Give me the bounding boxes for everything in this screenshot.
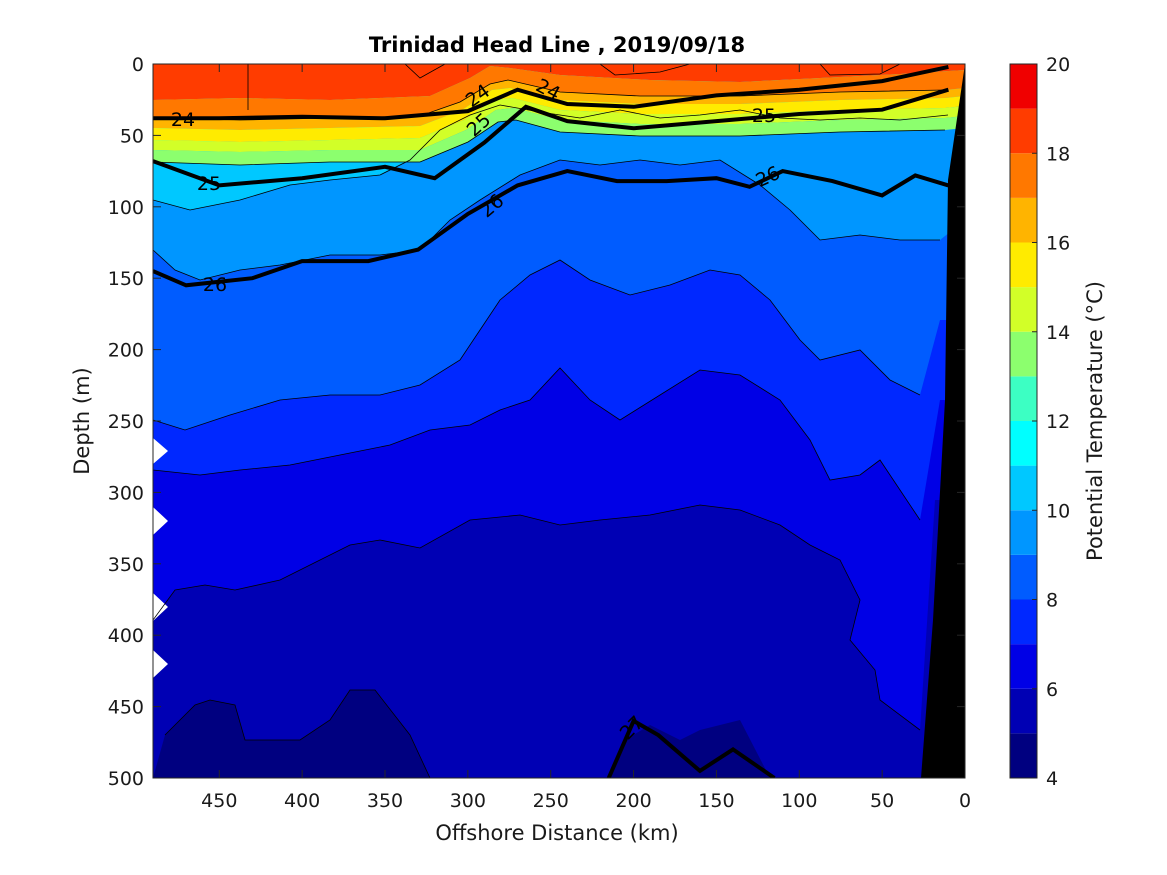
isopycnal-24 — [153, 64, 949, 121]
isopycnal-27 — [606, 718, 776, 778]
notch — [153, 507, 168, 535]
contour-label: 25 — [197, 173, 221, 195]
y-axis-label: Depth (m) — [70, 367, 94, 474]
contour-label: 26 — [203, 274, 227, 296]
x-tick-label: 350 — [367, 790, 403, 812]
colorbar-band — [1010, 108, 1037, 154]
colorbar-band — [1010, 242, 1037, 288]
y-tick-label: 150 — [108, 268, 144, 290]
colorbar-tick-label: 4 — [1046, 768, 1058, 790]
y-tick-label: 100 — [108, 197, 144, 219]
colorbar-band — [1010, 331, 1037, 377]
x-tick-label: 50 — [870, 790, 894, 812]
band-4-5-mid — [610, 720, 770, 778]
y-tick-label: 200 — [108, 340, 144, 362]
y-tick-label: 500 — [108, 768, 144, 790]
y-tick-label: 50 — [120, 125, 144, 147]
band-17-18b — [153, 64, 965, 120]
chart-title: Trinidad Head Line , 2019/09/18 — [369, 33, 745, 57]
colorbar-band — [1010, 688, 1037, 734]
colorbar-band — [1010, 599, 1037, 645]
x-tick-label: 400 — [284, 790, 320, 812]
band-14-15b — [153, 98, 965, 152]
colorbar-band — [1010, 153, 1037, 198]
colorbar-ticks: 4 6 8 10 12 14 16 18 20 — [1032, 54, 1070, 790]
x-tick-label: 450 — [201, 790, 237, 812]
x-tick-label: 300 — [450, 790, 486, 812]
notch — [153, 593, 168, 621]
colorbar-tick-label: 6 — [1046, 679, 1058, 701]
colorbar-tick-label: 10 — [1046, 500, 1070, 522]
x-axis: 450 400 350 300 250 200 150 100 50 0 — [201, 64, 971, 812]
colorbar-tick-label: 12 — [1046, 411, 1070, 433]
band-15-16b — [153, 88, 965, 142]
colorbar-band — [1010, 64, 1037, 109]
colorbar-band — [1010, 510, 1037, 555]
x-tick-label: 150 — [698, 790, 734, 812]
x-tick-label: 100 — [781, 790, 817, 812]
y-tick-label: 350 — [108, 554, 144, 576]
x-tick-label: 250 — [533, 790, 569, 812]
bathymetry — [921, 64, 965, 778]
y-tick-label: 400 — [108, 625, 144, 647]
y-tick-label: 250 — [108, 411, 144, 433]
x-tick-label: 200 — [615, 790, 651, 812]
colorbar-tick-label: 16 — [1046, 233, 1070, 255]
y-tick-label: 450 — [108, 697, 144, 719]
isopycnal-26 — [153, 169, 949, 288]
colorbar-band — [1010, 421, 1037, 466]
contour-label: 25 — [752, 105, 776, 127]
x-axis-label: Offshore Distance (km) — [435, 821, 678, 845]
colorbar-band — [1010, 197, 1037, 243]
isopycnal-lines — [153, 64, 949, 778]
band-18-19 — [153, 64, 965, 100]
colorbar-tick-label: 8 — [1046, 590, 1058, 612]
colorbar — [1010, 64, 1037, 778]
colorbar-tick-label: 20 — [1046, 54, 1070, 76]
colorbar-tick-label: 14 — [1046, 322, 1070, 344]
colorbar-band — [1010, 733, 1037, 778]
notch — [153, 438, 168, 464]
colorbar-band — [1010, 644, 1037, 689]
colorbar-band — [1010, 554, 1037, 600]
y-tick-label: 0 — [132, 54, 144, 76]
colorbar-band — [1010, 376, 1037, 421]
colorbar-band — [1010, 287, 1037, 332]
colorbar-tick-label: 18 — [1046, 143, 1070, 165]
y-tick-label: 300 — [108, 482, 144, 504]
colorbar-band — [1010, 465, 1037, 511]
band-13-14b — [153, 108, 965, 165]
isopycnal-25 — [153, 87, 949, 188]
missing-data-notches — [153, 438, 168, 678]
band-4-5-west — [153, 690, 430, 778]
contour-label: 24 — [171, 109, 195, 131]
y-axis: 0 50 100 150 200 250 300 350 400 450 500 — [108, 54, 965, 790]
colorbar-label: Potential Temperature (°C) — [1083, 281, 1107, 561]
notch — [153, 650, 168, 678]
x-tick-label: 0 — [959, 790, 971, 812]
